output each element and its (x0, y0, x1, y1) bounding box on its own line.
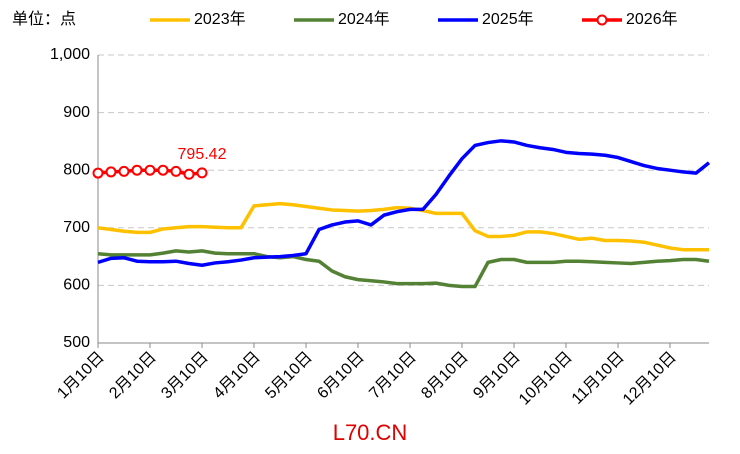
watermark: L70.CN (333, 420, 408, 445)
legend-label: 2023年 (194, 10, 246, 28)
x-tick-label: 10月10日 (516, 349, 576, 409)
x-tick-label: 9月10日 (470, 349, 524, 403)
x-tick-label: 8月10日 (418, 349, 472, 403)
y-tick-label: 700 (63, 219, 90, 236)
legend-marker (596, 14, 608, 26)
series-marker (92, 167, 104, 179)
x-tick-label: 5月10日 (262, 349, 316, 403)
x-tick-label: 7月10日 (366, 349, 420, 403)
x-tick-label: 3月10日 (158, 349, 212, 403)
y-tick-label: 500 (63, 334, 90, 351)
series-marker (196, 167, 208, 179)
y-axis-label: 单位：点 (12, 10, 76, 28)
x-tick-label: 11月10日 (569, 349, 628, 408)
y-tick-label: 900 (63, 104, 90, 121)
y-tick-label: 800 (63, 161, 90, 178)
x-tick-label: 4月10日 (210, 349, 264, 403)
x-tick-label: 1月10日 (54, 349, 108, 403)
x-tick-label: 2月10日 (106, 349, 160, 403)
series-line (97, 201, 709, 252)
series-marker (118, 165, 130, 177)
legend-label: 2024年 (338, 10, 390, 28)
series-marker (131, 164, 143, 176)
x-tick-label: 6月10日 (314, 349, 368, 403)
series-marker (144, 164, 156, 176)
data-label: 795.42 (178, 146, 227, 163)
series-marker (170, 165, 182, 177)
series-marker (105, 166, 117, 178)
legend-label: 2026年 (626, 10, 678, 28)
series-marker (157, 164, 169, 176)
series-line (97, 249, 710, 289)
y-tick-label: 600 (63, 277, 90, 294)
legend-label: 2025年 (482, 10, 534, 28)
x-tick-label: 12月10日 (620, 349, 680, 409)
series-marker (183, 168, 195, 180)
y-tick-label: 1,000 (50, 46, 90, 63)
series-line (97, 139, 711, 267)
